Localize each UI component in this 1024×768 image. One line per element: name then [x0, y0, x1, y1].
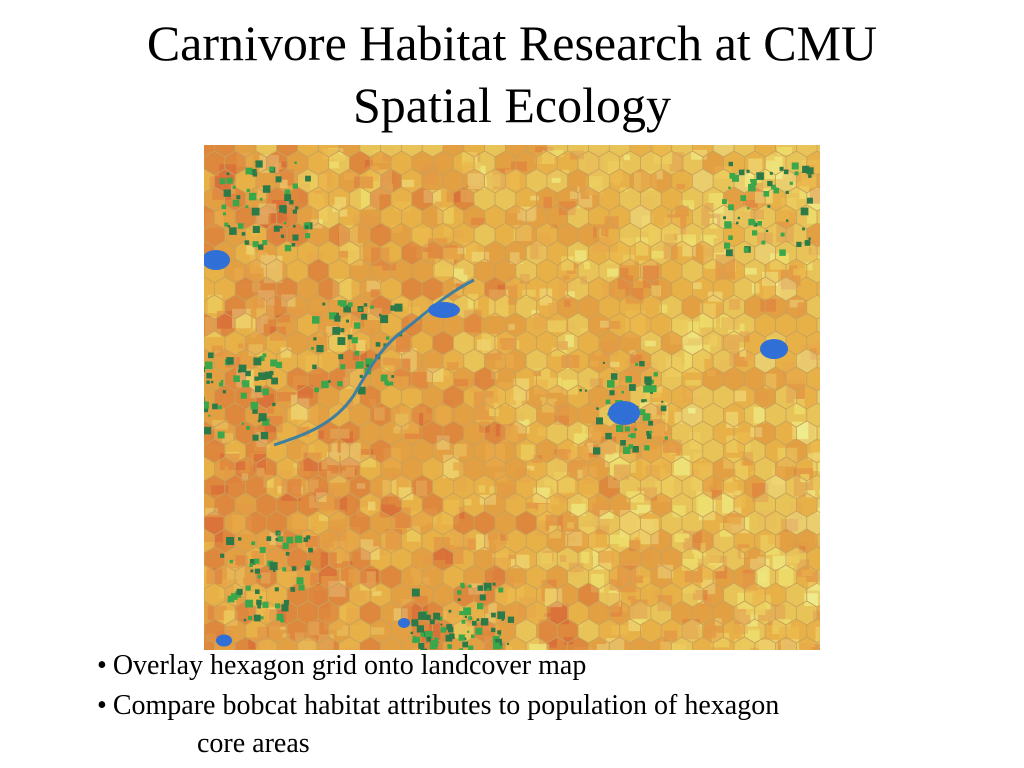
- landcover-hexagon-map: [204, 145, 820, 650]
- hexagon-cell: [255, 636, 278, 650]
- hexagon-cell: [338, 636, 361, 650]
- hexagon-cell: [567, 636, 589, 650]
- hexagon-cell: [671, 636, 693, 650]
- hexagon-cell: [317, 636, 340, 650]
- hexagon-cell: [691, 636, 714, 650]
- hexagon-cell: [754, 636, 776, 650]
- hexagon-grid: [204, 145, 820, 650]
- bullet-symbol: •: [97, 650, 107, 681]
- bullet-symbol: •: [97, 690, 107, 721]
- hexagon-cell: [733, 636, 756, 650]
- water-bodies: [204, 250, 788, 647]
- hexagon-cell: [204, 636, 215, 650]
- hexagon-cell: [588, 636, 610, 650]
- hexagon-cell: [276, 636, 298, 650]
- title-line-2: Spatial Ecology: [353, 77, 671, 133]
- hexagon-cell: [816, 640, 820, 650]
- hexagon-cell: [775, 636, 797, 650]
- lake: [608, 401, 640, 425]
- hexagon-cell: [650, 636, 673, 650]
- hexagon-cell: [297, 636, 319, 650]
- forest-patches: [204, 160, 814, 650]
- bullet-item-1: • Overlay hexagon grid onto landcover map: [97, 646, 997, 686]
- lake: [760, 339, 788, 359]
- lake: [216, 634, 232, 647]
- title-line-1: Carnivore Habitat Research at CMU: [146, 15, 878, 71]
- hexagon-cell: [608, 636, 631, 650]
- bullet-list: • Overlay hexagon grid onto landcover map…: [97, 646, 997, 762]
- hexagon-cell: [796, 636, 818, 650]
- slide-title: Carnivore Habitat Research at CMU Spatia…: [0, 12, 1024, 136]
- lake: [204, 250, 230, 270]
- hexagon-cell: [525, 636, 548, 650]
- bullet-text: Overlay hexagon grid onto landcover map: [112, 650, 587, 681]
- hexagon-cell: [504, 636, 527, 650]
- hexagon-cell: [359, 636, 382, 650]
- hexagon-grid-map-svg: [204, 145, 820, 650]
- hexagon-cell: [546, 636, 569, 650]
- bullet-item-2-continuation: core areas: [197, 728, 310, 759]
- hexagon-cell: [629, 636, 652, 650]
- bullet-text: Compare bobcat habitat attributes to pop…: [112, 690, 780, 721]
- hexagon-cell: [234, 636, 257, 650]
- bullet-item-2: • Compare bobcat habitat attributes to po…: [97, 686, 997, 726]
- hexagon-cell: [380, 636, 402, 650]
- lake: [428, 302, 460, 318]
- lake: [398, 618, 410, 628]
- hexagon-cell: [712, 636, 735, 650]
